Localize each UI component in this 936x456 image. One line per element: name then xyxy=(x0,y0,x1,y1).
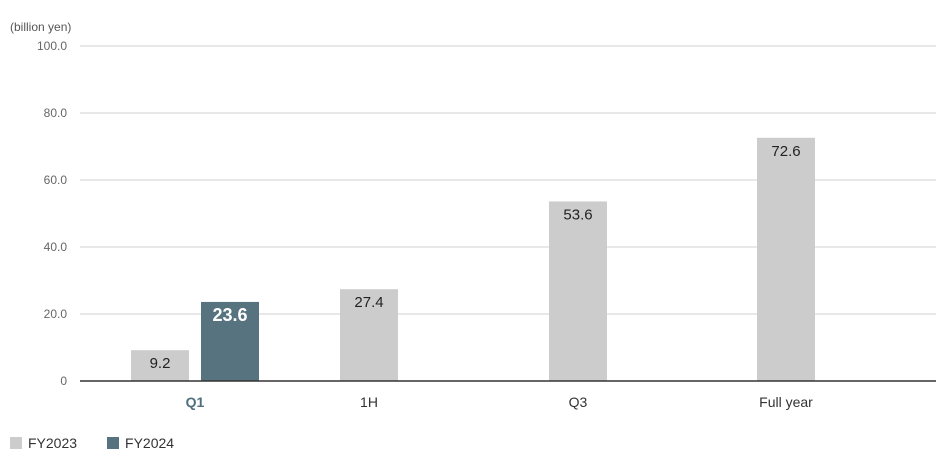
data-label-fy2023-1h: 27.4 xyxy=(354,294,383,311)
legend-label-fy2024: FY2024 xyxy=(125,435,175,451)
legend-swatch-fy2023 xyxy=(10,437,22,449)
y-axis-unit-label: (billion yen) xyxy=(10,20,71,34)
bar-fy2023-q3 xyxy=(549,201,607,381)
x-tick-label-q1: Q1 xyxy=(186,394,205,410)
legend: FY2023 FY2024 xyxy=(10,435,174,451)
legend-item-fy2023: FY2023 xyxy=(10,435,77,451)
bar-fy2024-q1 xyxy=(201,301,259,381)
x-tick-label-q3: Q3 xyxy=(569,394,588,410)
bar-fy2023-full-year xyxy=(757,137,815,381)
bars xyxy=(131,137,815,381)
y-tick-label-20-0: 20.0 xyxy=(44,307,68,321)
data-label-fy2024-q1: 23.6 xyxy=(212,305,247,325)
data-label-fy2023-q3: 53.6 xyxy=(563,206,592,223)
data-label-fy2023-q1: 9.2 xyxy=(150,355,171,372)
data-labels: 9.2 23.6 27.4 53.6 72.6 xyxy=(150,143,801,372)
y-tick-label-40-0: 40.0 xyxy=(44,240,68,254)
category-labels: Q1 1H Q3 Full year xyxy=(186,394,814,410)
y-tick-label-60-0: 60.0 xyxy=(44,173,68,187)
x-tick-label-1h: 1H xyxy=(360,394,378,410)
bar-fy2023-q1 xyxy=(131,350,189,381)
legend-item-fy2024: FY2024 xyxy=(107,435,174,451)
bar-fy2023-1h xyxy=(340,289,398,381)
y-tick-label-0: 0 xyxy=(60,374,67,388)
data-label-fy2023-full-year: 72.6 xyxy=(771,143,800,160)
x-tick-label-full-year: Full year xyxy=(759,394,813,410)
legend-swatch-fy2024 xyxy=(107,437,120,449)
y-tick-label-80-0: 80.0 xyxy=(44,106,68,120)
y-tick-label-100-0: 100.0 xyxy=(37,39,67,53)
y-axis-ticks: 0 20.0 40.0 60.0 80.0 100.0 xyxy=(37,39,67,388)
legend-label-fy2023: FY2023 xyxy=(28,435,78,451)
